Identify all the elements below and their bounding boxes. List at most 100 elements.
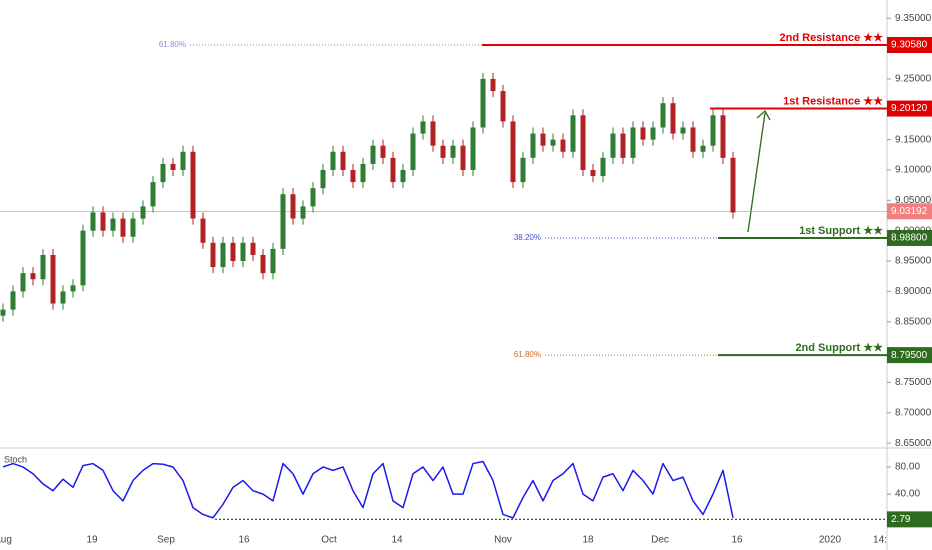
osc-title: Stoch: [4, 454, 27, 464]
candle-body: [390, 157, 396, 183]
fib-label: 61.80%: [514, 350, 541, 359]
candle-body: [620, 133, 626, 158]
x-tick-label: 2020: [819, 535, 842, 546]
osc-tick-label: 40.00: [895, 489, 920, 500]
candle-body: [720, 115, 726, 158]
candle-body: [100, 212, 106, 231]
candle-body: [20, 273, 26, 292]
y-tick-label: 8.95000: [895, 256, 932, 267]
y-tick-label: 9.10000: [895, 165, 932, 176]
candle-body: [680, 127, 686, 134]
x-tick-label: Dec: [651, 535, 669, 546]
candle-body: [660, 103, 666, 128]
level-badge: [887, 347, 932, 364]
candle-body: [730, 157, 736, 213]
candle-body: [200, 218, 206, 243]
candle-body: [0, 309, 6, 316]
candle-body: [640, 127, 646, 140]
candle-body: [150, 182, 156, 207]
level-label: 8.98800: [891, 233, 928, 244]
candle-body: [40, 254, 46, 280]
candle-body: [350, 169, 356, 183]
candle-body: [550, 139, 556, 146]
candle-body: [80, 230, 86, 286]
level-label: 9.20120: [891, 103, 928, 114]
candle-body: [520, 157, 526, 183]
candle-body: [450, 145, 456, 158]
y-tick-label: 9.05000: [895, 195, 932, 206]
candle-body: [340, 151, 346, 170]
last-price-badge: [887, 203, 932, 220]
candle-body: [220, 242, 226, 268]
candle-body: [410, 133, 416, 170]
candle-body: [400, 169, 406, 183]
osc-line: [2, 460, 734, 519]
candle-body: [460, 145, 466, 170]
level-label: 9.30580: [891, 40, 928, 51]
candle-body: [420, 121, 426, 134]
candle-body: [590, 169, 596, 177]
x-tick-label: 19: [86, 535, 98, 546]
candle-body: [10, 291, 16, 310]
candle-body: [690, 127, 696, 152]
candle-body: [190, 151, 196, 219]
arrow: [747, 112, 766, 233]
candle-body: [630, 127, 636, 158]
candle-body: [270, 248, 276, 274]
candle-body: [540, 133, 546, 146]
candle-body: [140, 206, 146, 219]
osc-level-label: 2.79: [891, 514, 911, 525]
level-name: 2nd Resistance ★★: [780, 32, 884, 44]
candle-body: [570, 115, 576, 152]
y-tick-label: 8.75000: [895, 377, 932, 388]
x-tick-label: 16: [238, 535, 250, 546]
x-tick-label: Nov: [494, 535, 512, 546]
candle-body: [360, 163, 366, 183]
y-tick-label: 8.65000: [895, 438, 932, 449]
candle-body: [260, 254, 266, 274]
candle-body: [670, 103, 676, 134]
x-tick-label: 14: [391, 535, 403, 546]
x-tick-label: 14:: [873, 535, 887, 546]
y-tick-label: 9.35000: [895, 13, 932, 24]
candle-body: [580, 115, 586, 170]
candle-body: [90, 212, 96, 231]
x-tick-label: Oct: [321, 535, 337, 546]
candle-body: [490, 78, 496, 92]
candle-body: [500, 91, 506, 122]
level-badge: [887, 100, 932, 117]
candle-body: [250, 242, 256, 255]
candle-body: [290, 194, 296, 219]
x-tick-label: 16: [731, 535, 743, 546]
candle-body: [310, 188, 316, 207]
level-name: 2nd Support ★★: [795, 342, 883, 354]
candle-body: [160, 163, 166, 183]
fib-label: 61.80%: [159, 40, 186, 49]
osc-level-badge: [887, 511, 932, 528]
candle-body: [60, 291, 66, 304]
fib-label: 38.20%: [514, 233, 541, 242]
candle-body: [470, 127, 476, 170]
candle-body: [370, 145, 376, 164]
x-tick-label: Aug: [0, 535, 12, 546]
candle-body: [560, 139, 566, 152]
arrow-head: [756, 109, 771, 121]
level-name: 1st Resistance ★★: [783, 95, 883, 107]
candle-body: [280, 194, 286, 249]
candle-body: [300, 206, 306, 219]
candle-body: [320, 169, 326, 189]
candle-body: [110, 218, 116, 231]
osc-tick-label: 80.00: [895, 462, 920, 473]
candle-body: [510, 121, 516, 183]
candle-body: [130, 218, 136, 237]
candle-body: [430, 121, 436, 146]
x-tick-label: 18: [582, 535, 594, 546]
candle-body: [380, 145, 386, 158]
x-tick-label: Sep: [157, 535, 175, 546]
y-tick-label: 9.15000: [895, 134, 932, 145]
candle-body: [210, 242, 216, 268]
candle-body: [70, 285, 76, 292]
candle-body: [240, 242, 246, 262]
candle-body: [530, 133, 536, 158]
